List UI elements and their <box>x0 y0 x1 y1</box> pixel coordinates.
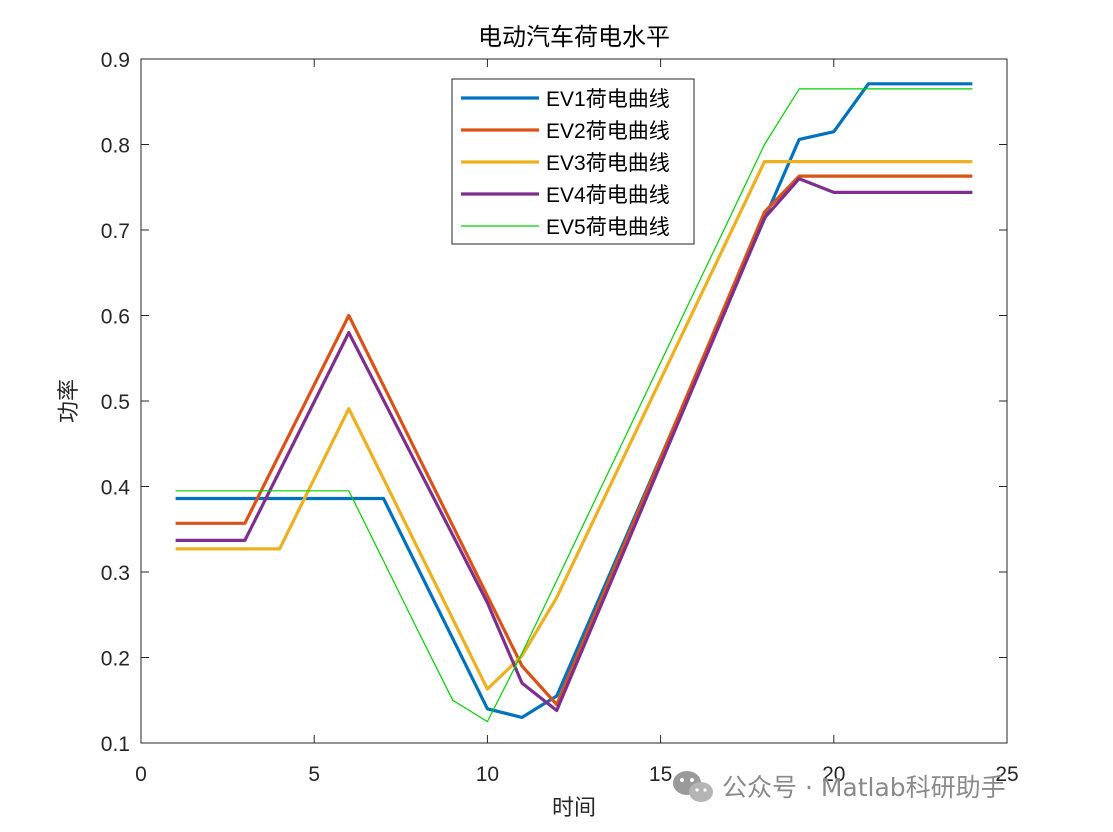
x-axis-label: 时间 <box>552 796 596 821</box>
watermark: 公众号 · Matlab科研助手 <box>673 771 1006 802</box>
y-tick-label: 0.4 <box>101 477 131 500</box>
series-line-2 <box>175 174 973 707</box>
legend-label-2: EV2荷电曲线 <box>546 120 670 143</box>
x-tick-label: 20 <box>822 763 845 786</box>
y-tick-label: 0.1 <box>101 733 130 756</box>
legend-label-1: EV1荷电曲线 <box>546 88 670 111</box>
y-tick-label: 0.7 <box>101 220 130 243</box>
x-tick-label: 5 <box>308 763 320 786</box>
y-tick-label: 0.9 <box>101 49 130 72</box>
series-line-1 <box>175 82 973 720</box>
x-tick-label: 15 <box>649 763 672 786</box>
legend-label-5: EV5荷电曲线 <box>546 216 670 239</box>
y-tick-label: 0.5 <box>101 391 130 414</box>
x-tick-label: 25 <box>995 763 1018 786</box>
y-ticks: 0.1 0.2 0.3 0.4 0.5 0.6 0.7 0.8 0.9 <box>101 49 1007 756</box>
x-ticks: 0 5 10 15 20 25 <box>135 59 1019 786</box>
series-line-4 <box>175 177 973 713</box>
x-tick-label: 10 <box>476 763 499 786</box>
watermark-text: 公众号 · Matlab科研助手 <box>722 773 1006 802</box>
y-tick-label: 0.2 <box>101 648 130 671</box>
y-tick-label: 0.3 <box>101 562 130 585</box>
legend-label-4: EV4荷电曲线 <box>546 184 670 207</box>
legend: EV1荷电曲线 EV2荷电曲线 EV3荷电曲线 EV4荷电曲线 EV5荷电曲线 <box>451 78 695 245</box>
y-axis-label: 功率 <box>57 379 82 423</box>
legend-label-3: EV3荷电曲线 <box>546 152 670 175</box>
series-lines <box>175 82 973 723</box>
chart-title: 电动汽车荷电水平 <box>478 23 670 51</box>
y-tick-label: 0.6 <box>101 306 130 329</box>
series-line-5 <box>175 88 973 723</box>
y-tick-label: 0.8 <box>101 135 130 158</box>
x-tick-label: 0 <box>135 763 147 786</box>
wechat-icon <box>673 771 713 802</box>
